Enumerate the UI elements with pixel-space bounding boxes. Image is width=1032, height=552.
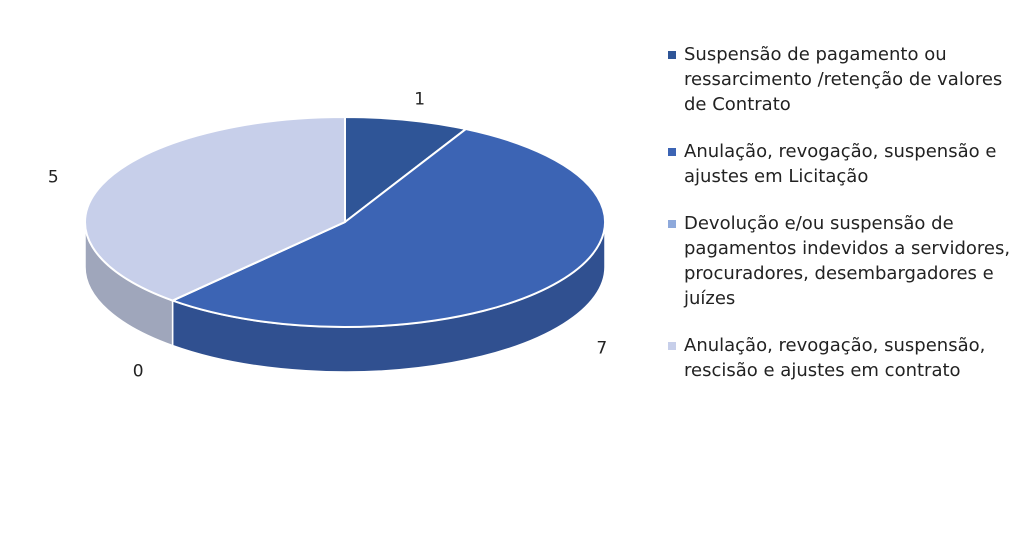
legend-swatch <box>668 51 676 59</box>
data-label: 1 <box>414 90 425 110</box>
legend-item: Anulação, revogação, suspensão e ajustes… <box>666 139 1018 189</box>
pie-slice <box>344 115 469 225</box>
legend: Suspensão de pagamento ou ressarcimento … <box>666 42 1018 405</box>
legend-item: Suspensão de pagamento ou ressarcimento … <box>666 42 1018 117</box>
pie-slice <box>169 127 606 328</box>
data-label: 7 <box>596 339 607 359</box>
legend-label: Anulação, revogação, suspensão e ajustes… <box>684 141 997 187</box>
legend-label: Devolução e/ou suspensão de pagamentos i… <box>684 213 1011 309</box>
legend-item: Devolução e/ou suspensão de pagamentos i… <box>666 211 1018 311</box>
data-label: 0 <box>133 361 144 381</box>
legend-swatch <box>668 148 676 156</box>
legend-label: Anulação, revogação, suspensão, rescisão… <box>684 335 986 381</box>
legend-swatch <box>668 342 676 350</box>
legend-label: Suspensão de pagamento ou ressarcimento … <box>684 44 1003 115</box>
legend-swatch <box>668 220 676 228</box>
pie-slice <box>84 115 346 302</box>
legend-item: Anulação, revogação, suspensão, rescisão… <box>666 333 1018 383</box>
data-label: 5 <box>48 167 59 187</box>
